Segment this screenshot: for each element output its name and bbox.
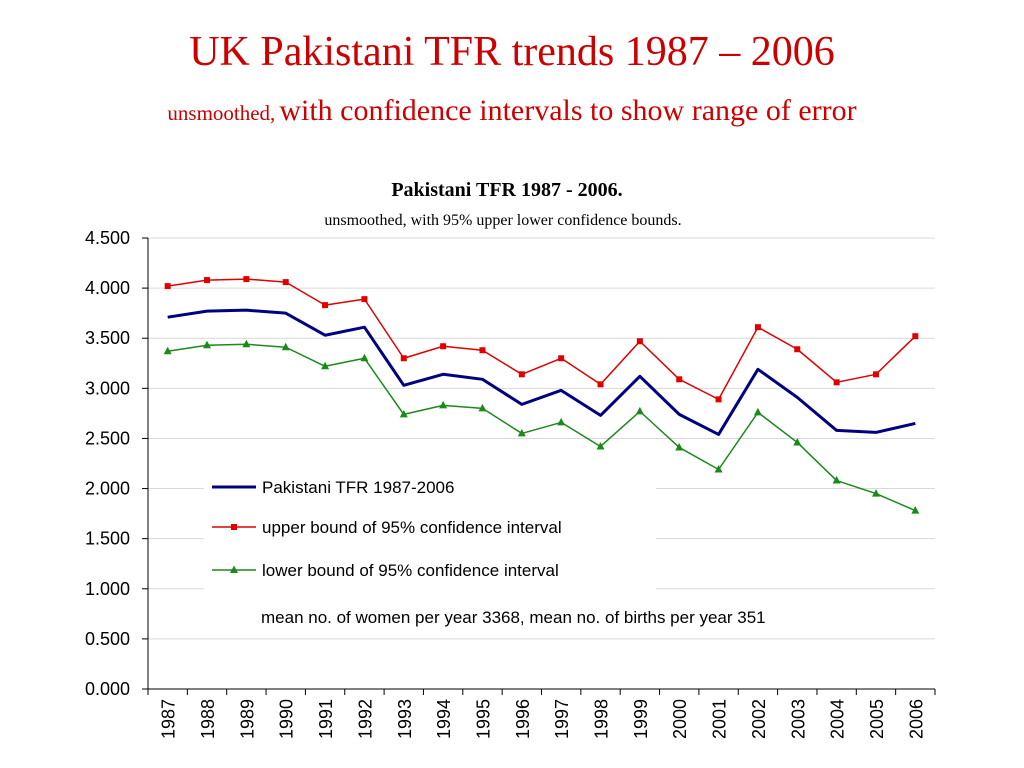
data-point (636, 338, 643, 345)
data-point (242, 339, 251, 348)
x-tick-label: 1990 (277, 699, 297, 739)
y-tick-label: 4.500 (85, 228, 130, 248)
data-point (793, 437, 802, 446)
data-point (322, 302, 329, 309)
x-tick-label: 1989 (237, 699, 257, 739)
data-point (243, 276, 250, 283)
data-point (439, 400, 448, 409)
data-point (361, 296, 368, 303)
data-point (871, 489, 880, 497)
x-tick-label: 1998 (592, 699, 612, 739)
x-tick-label: 2004 (828, 699, 848, 739)
slide-title: UK Pakistani TFR trends 1987 – 2006 (189, 29, 835, 75)
y-axis-ticks: 0.000 0.500 1.000 1.500 2.000 2.500 3.000 3.500… (85, 228, 148, 699)
slide-subtitle-large: with confidence intervals to show range … (279, 94, 857, 127)
y-tick-label: 0.500 (85, 629, 130, 649)
x-tick-label: 2001 (710, 699, 730, 739)
series-2 (164, 276, 919, 403)
data-point (557, 417, 566, 426)
legend-box (204, 466, 656, 590)
data-point (204, 277, 211, 284)
x-tick-label: 2006 (906, 699, 926, 739)
x-tick-label: 1993 (395, 699, 415, 739)
y-tick-label: 3.500 (85, 328, 130, 348)
data-point (596, 441, 605, 450)
legend: Pakistani TFR 1987-2006 upper bound of 95… (204, 466, 656, 590)
data-point (872, 371, 879, 378)
y-tick-label: 4.000 (85, 278, 130, 298)
legend-marker (231, 524, 237, 530)
data-point (911, 506, 920, 514)
y-tick-label: 2.500 (85, 428, 130, 448)
y-tick-label: 3.000 (85, 378, 130, 398)
y-tick-label: 1.500 (85, 529, 130, 549)
x-tick-label: 1987 (159, 699, 179, 739)
data-point (282, 279, 289, 286)
slide-subtitle-small: unsmoothed, (167, 101, 276, 125)
x-tick-label: 1988 (198, 699, 218, 739)
data-point (635, 406, 644, 415)
series-line (167, 278, 916, 401)
slide-subtitle: unsmoothed, with confidence intervals to… (0, 94, 1024, 128)
data-point (675, 442, 684, 451)
x-tick-label: 2000 (670, 699, 690, 739)
data-point (832, 476, 841, 484)
x-tick-label: 2003 (788, 699, 808, 739)
data-point (597, 381, 604, 388)
data-point (833, 379, 840, 386)
legend-label: upper bound of 95% confidence interval (262, 518, 562, 537)
data-point (164, 283, 171, 290)
legend-marker (230, 565, 238, 573)
x-tick-label: 2005 (867, 699, 887, 739)
y-tick-label: 0.000 (85, 679, 130, 699)
x-tick-label: 1991 (316, 699, 336, 739)
x-tick-label: 1997 (552, 699, 572, 739)
data-point (754, 324, 761, 331)
data-point (400, 355, 407, 362)
chart-subtitle: unsmoothed, with 95% upper lower confide… (324, 212, 681, 229)
x-tick-label: 1994 (434, 699, 454, 739)
data-point (714, 465, 723, 473)
x-tick-label: 1995 (473, 699, 493, 739)
series-group (163, 276, 920, 514)
data-point (558, 355, 565, 362)
x-tick-label: 2002 (749, 699, 769, 739)
series-1 (167, 308, 916, 436)
series-line (167, 343, 916, 512)
data-point (518, 371, 525, 378)
legend-label: lower bound of 95% confidence interval (262, 561, 559, 580)
data-point (715, 396, 722, 403)
data-point (794, 346, 801, 353)
y-tick-label: 1.000 (85, 579, 130, 599)
x-tick-label: 1992 (355, 699, 375, 739)
x-tick-label: 1996 (513, 699, 533, 739)
data-point (360, 353, 369, 362)
data-point (321, 361, 330, 370)
series-line (167, 308, 916, 436)
data-point (399, 409, 408, 418)
series-3 (163, 339, 920, 514)
x-tick-label: 1999 (631, 699, 651, 739)
data-point (478, 403, 487, 412)
data-point (517, 428, 526, 437)
data-point (912, 333, 919, 340)
data-point (281, 342, 290, 351)
data-point (163, 346, 172, 355)
x-axis-ticks: 1987 1988 1989 1990 1991 1992 1993 1994 1995 1996… (147, 689, 936, 739)
data-point (676, 376, 683, 383)
data-point (203, 340, 212, 349)
data-point (479, 347, 486, 354)
data-point (440, 343, 447, 350)
chart-title: Pakistani TFR 1987 - 2006. (391, 179, 622, 201)
chart-annotation: mean no. of women per year 3368, mean no… (261, 608, 766, 627)
y-tick-label: 2.000 (85, 479, 130, 499)
data-point (753, 407, 762, 416)
legend-label: Pakistani TFR 1987-2006 (262, 478, 454, 497)
